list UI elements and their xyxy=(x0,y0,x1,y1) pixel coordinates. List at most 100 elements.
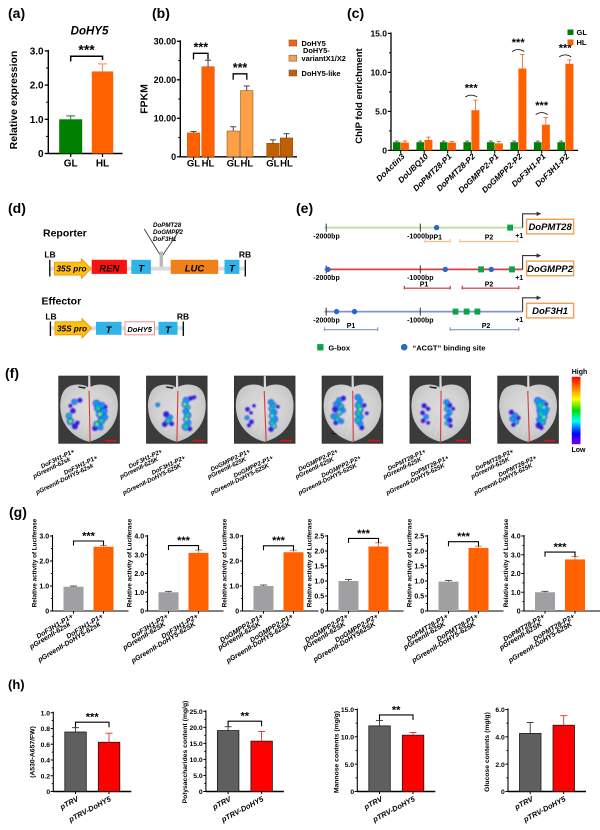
svg-text:***: *** xyxy=(86,712,100,724)
svg-text:1.0: 1.0 xyxy=(511,590,521,597)
svg-text:2.5: 2.5 xyxy=(314,534,324,541)
svg-text:1.5: 1.5 xyxy=(414,564,424,571)
svg-text:35S pro: 35S pro xyxy=(56,265,86,274)
svg-text:variantX1/X2: variantX1/X2 xyxy=(302,54,346,63)
svg-text:High: High xyxy=(572,369,588,376)
svg-text:Reporter: Reporter xyxy=(43,228,87,240)
svg-text:***: *** xyxy=(357,528,371,540)
svg-text:4.0: 4.0 xyxy=(134,534,144,541)
svg-text:P1: P1 xyxy=(434,235,443,242)
svg-text:***: *** xyxy=(554,542,568,554)
svg-text:RB: RB xyxy=(239,250,251,260)
svg-text:20.00: 20.00 xyxy=(154,75,177,85)
svg-text:HL: HL xyxy=(96,159,109,170)
svg-text:1.5: 1.5 xyxy=(314,564,324,571)
svg-text:Relative activity of Luciferas: Relative activity of Luciferase xyxy=(306,518,313,607)
svg-text:15.0: 15.0 xyxy=(341,707,354,714)
svg-text:Relative activity of Luciferas: Relative activity of Luciferase xyxy=(31,518,38,607)
svg-text:DoHY5: DoHY5 xyxy=(302,39,326,48)
svg-text:3.0: 3.0 xyxy=(39,534,49,541)
svg-text:30.00: 30.00 xyxy=(154,37,177,47)
svg-text:-1000bp: -1000bp xyxy=(407,317,433,324)
svg-text:P2: P2 xyxy=(485,281,494,288)
svg-text:0: 0 xyxy=(320,609,324,616)
svg-text:LB: LB xyxy=(45,312,56,322)
svg-text:***: *** xyxy=(272,535,286,547)
svg-text:5.0: 5.0 xyxy=(375,107,387,117)
svg-text:(A530-A657/FW): (A530-A657/FW) xyxy=(29,726,36,778)
svg-text:“ACGT” binding site: “ACGT” binding site xyxy=(413,343,486,352)
svg-text:-1000bp: -1000bp xyxy=(407,233,433,240)
svg-text:0.4: 0.4 xyxy=(41,758,51,765)
svg-text:DoHY5-: DoHY5- xyxy=(303,46,330,55)
svg-text:(e): (e) xyxy=(296,200,313,216)
svg-text:***: *** xyxy=(194,41,209,55)
svg-text:25.0: 25.0 xyxy=(189,709,202,716)
svg-text:2.0: 2.0 xyxy=(30,81,44,92)
svg-text:2.0: 2.0 xyxy=(495,762,505,769)
svg-text:Relative expression: Relative expression xyxy=(8,51,20,150)
svg-text:DoF3H1: DoF3H1 xyxy=(532,306,568,317)
svg-text:(f): (f) xyxy=(5,365,19,381)
svg-text:DoF3H1: DoF3H1 xyxy=(153,236,177,243)
svg-text:-1000bp: -1000bp xyxy=(407,275,433,282)
svg-text:LB: LB xyxy=(44,250,55,260)
svg-text:Low: Low xyxy=(572,447,587,454)
svg-text:0: 0 xyxy=(38,149,44,160)
svg-text:1.0: 1.0 xyxy=(41,710,51,717)
svg-text:1.0: 1.0 xyxy=(314,579,324,586)
svg-text:Effector: Effector xyxy=(42,296,82,308)
svg-text:(c): (c) xyxy=(347,5,364,21)
svg-text:***: *** xyxy=(233,61,248,75)
svg-text:***: *** xyxy=(559,42,573,54)
svg-text:***: *** xyxy=(457,531,471,543)
svg-text:(a): (a) xyxy=(8,5,25,21)
svg-text:P1: P1 xyxy=(420,281,429,288)
svg-text:0: 0 xyxy=(171,152,176,162)
svg-text:DoGMPP2: DoGMPP2 xyxy=(527,264,574,275)
svg-text:4.0: 4.0 xyxy=(495,734,505,741)
svg-text:***: *** xyxy=(82,531,96,543)
svg-text:***: *** xyxy=(465,83,479,95)
svg-text:**: ** xyxy=(241,711,250,723)
svg-text:15.0: 15.0 xyxy=(189,741,202,748)
svg-text:ChIP fold enrichment: ChIP fold enrichment xyxy=(354,47,365,143)
svg-text:-2000bp: -2000bp xyxy=(313,275,339,282)
svg-text:35S pro: 35S pro xyxy=(57,324,87,333)
svg-text:+1: +1 xyxy=(515,317,523,324)
svg-text:3.0: 3.0 xyxy=(229,534,239,541)
svg-text:(h): (h) xyxy=(8,677,25,692)
svg-text:Relative activity of Luciferas: Relative activity of Luciferase xyxy=(503,518,510,607)
svg-text:0: 0 xyxy=(140,609,144,616)
svg-text:+1: +1 xyxy=(515,275,523,282)
svg-text:GL: GL xyxy=(64,159,78,170)
svg-text:3.0: 3.0 xyxy=(30,47,44,58)
svg-text:0.8: 0.8 xyxy=(41,726,51,733)
svg-text:20.0: 20.0 xyxy=(189,725,202,732)
svg-text:0: 0 xyxy=(235,609,239,616)
svg-text:0: 0 xyxy=(517,609,521,616)
svg-text:P2: P2 xyxy=(482,323,491,330)
svg-text:0: 0 xyxy=(350,789,354,796)
svg-text:2.0: 2.0 xyxy=(134,571,144,578)
svg-text:Relative activity of Luciferas: Relative activity of Luciferase xyxy=(126,518,133,607)
svg-text:DoHY5-like: DoHY5-like xyxy=(302,69,341,78)
svg-text:DoPMT28: DoPMT28 xyxy=(153,222,182,229)
svg-text:GL: GL xyxy=(227,159,240,170)
svg-text:2.0: 2.0 xyxy=(414,549,424,556)
svg-text:RB: RB xyxy=(177,312,189,322)
svg-text:2.0: 2.0 xyxy=(511,571,521,578)
svg-text:LUC: LUC xyxy=(185,263,205,274)
svg-text:Relative activity of Luciferas: Relative activity of Luciferase xyxy=(406,518,413,607)
svg-text:T: T xyxy=(106,325,113,336)
svg-text:***: *** xyxy=(535,100,549,112)
svg-text:0: 0 xyxy=(501,789,505,796)
svg-text:P2: P2 xyxy=(485,235,494,242)
svg-text:5.0: 5.0 xyxy=(345,762,355,769)
svg-text:T: T xyxy=(165,325,172,336)
svg-text:GL: GL xyxy=(187,159,200,170)
svg-text:***: *** xyxy=(512,37,526,49)
svg-text:T: T xyxy=(138,263,145,274)
svg-text:(g): (g) xyxy=(9,504,27,520)
svg-text:(d): (d) xyxy=(8,200,26,216)
